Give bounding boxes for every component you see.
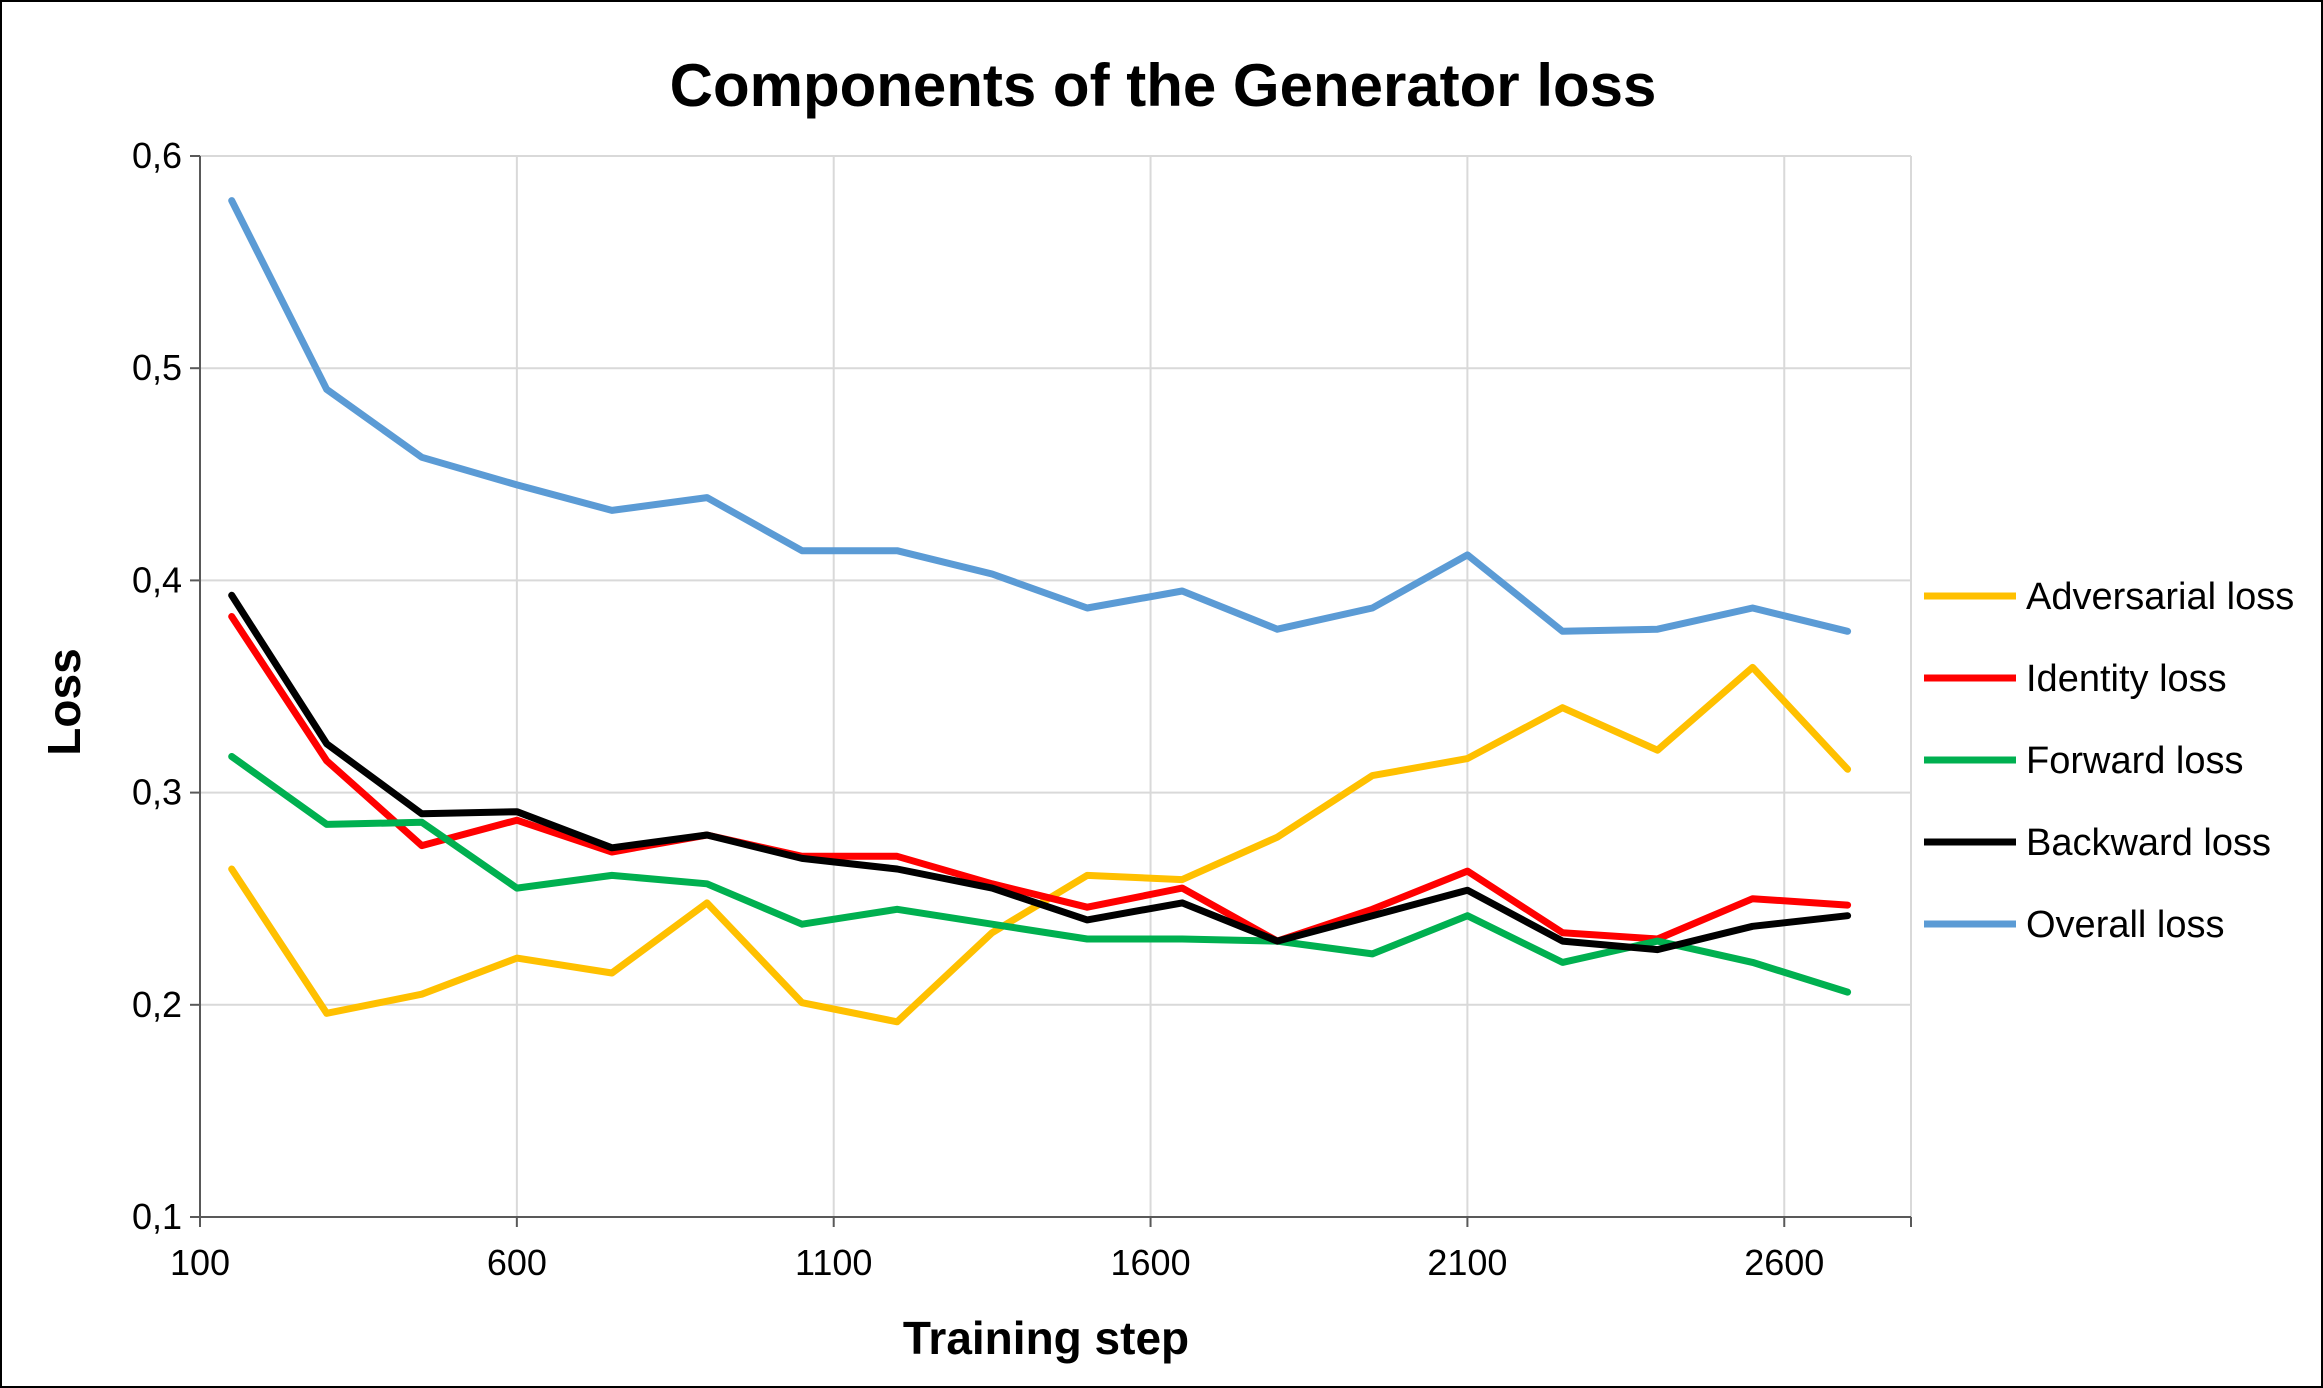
series-line-backward-loss (228, 591, 1852, 954)
legend-label: Backward loss (2026, 822, 2271, 864)
y-tick-label: 0,6 (132, 135, 182, 176)
tick-labels: 0,1 0,2 0,3 0,4 0,5 0,6 100 600 1100 1600 2100 2600 (132, 135, 1824, 1283)
legend-label: Identity loss (2026, 658, 2227, 700)
gridlines (200, 155, 1912, 1217)
legend-label: Overall loss (2026, 904, 2225, 946)
series-line-overall-loss (228, 197, 1852, 635)
x-tick-label: 1100 (795, 1242, 872, 1283)
x-tick-label: 2600 (1744, 1242, 1824, 1283)
legend: Adversarial loss Identity loss Forward los… (1924, 576, 2294, 946)
legend-label: Forward loss (2026, 740, 2244, 782)
series-line-forward-loss (228, 753, 1852, 996)
y-tick-label: 0,4 (132, 559, 182, 600)
legend-item-adversarial-loss: Adversarial loss (1924, 576, 2294, 618)
series-line-adversarial-loss (228, 663, 1852, 1026)
axes (190, 155, 1912, 1227)
chart-title: Components of the Generator loss (670, 52, 1657, 119)
legend-item-forward-loss: Forward loss (1924, 740, 2244, 782)
y-tick-label: 0,5 (132, 347, 182, 388)
legend-item-overall-loss: Overall loss (1924, 904, 2225, 946)
x-tick-label: 2100 (1427, 1242, 1507, 1283)
x-axis-title: Training step (903, 1312, 1189, 1364)
y-tick-label: 0,2 (132, 984, 182, 1025)
legend-label: Adversarial loss (2026, 576, 2294, 618)
y-axis-title: Loss (38, 648, 90, 755)
x-tick-label: 1600 (1111, 1242, 1191, 1283)
series-line-identity-loss (228, 613, 1852, 945)
legend-item-identity-loss: Identity loss (1924, 658, 2227, 700)
series-lines (228, 197, 1852, 1026)
y-tick-label: 0,3 (132, 772, 182, 813)
y-tick-label: 0,1 (132, 1196, 182, 1237)
legend-item-backward-loss: Backward loss (1924, 822, 2271, 864)
x-tick-label: 100 (170, 1242, 230, 1283)
x-tick-label: 600 (487, 1242, 547, 1283)
